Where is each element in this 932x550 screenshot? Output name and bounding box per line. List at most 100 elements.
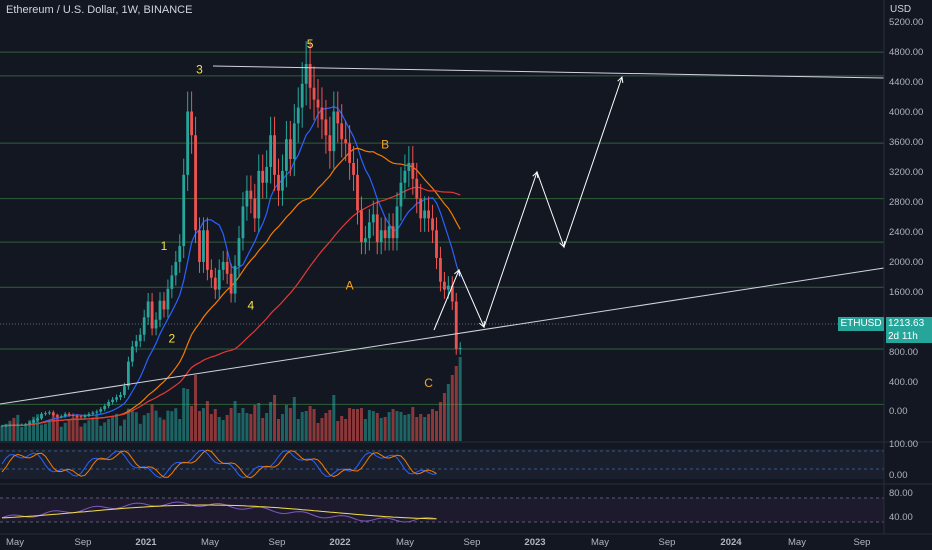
volume-bar: [47, 420, 51, 441]
candle-body: [55, 415, 59, 417]
candle-body: [71, 415, 75, 417]
volume-bar: [150, 404, 154, 441]
candle-body: [336, 111, 340, 124]
volume-bar: [340, 416, 344, 441]
lower-trendline: [0, 267, 885, 405]
stoch-tick-label: 0.00: [889, 470, 908, 481]
volume-bar: [442, 393, 446, 441]
candle-body: [59, 416, 63, 418]
time-axis[interactable]: May Sep 2021 May Sep 2022 May Sep 2023 May Sep 2024…: [6, 537, 870, 548]
wave-label-5: 5: [307, 37, 314, 51]
volume-bar: [359, 408, 363, 441]
candle-body: [0, 425, 4, 427]
candle-body: [142, 317, 146, 335]
candle-body: [111, 399, 114, 403]
candle-body: [296, 107, 300, 124]
candle-body: [320, 107, 324, 120]
candle-body: [91, 412, 95, 414]
time-tick-label: 2023: [524, 537, 545, 548]
volume-bar: [174, 408, 178, 441]
wave-label-b: B: [381, 138, 389, 152]
price-tick-label: 4400.00: [889, 77, 923, 88]
volume-bar: [352, 409, 356, 441]
price-axis[interactable]: 5200.004800.004400.004000.003600.003200.…: [0, 0, 932, 535]
candle-body: [375, 214, 379, 243]
candle-body: [415, 178, 419, 199]
volume-bar: [411, 407, 415, 441]
volume-bar: [415, 417, 419, 441]
candle-body: [170, 275, 174, 289]
candle-body: [229, 273, 233, 294]
volume-bar: [371, 411, 375, 441]
volume-bar: [12, 417, 16, 441]
projection-arrowhead: [454, 268, 460, 277]
volume-bar: [277, 419, 280, 441]
candle-body: [277, 174, 280, 191]
volume-bar: [399, 412, 403, 441]
volume-bar: [431, 409, 435, 441]
volume-bar: [103, 422, 107, 441]
candle-body: [194, 135, 197, 231]
moving-average-slow: [1, 186, 461, 427]
candle-body: [63, 413, 67, 417]
volume-bar: [162, 419, 166, 441]
rsi-oscillator-panel: [0, 497, 884, 523]
volume-bar: [383, 417, 387, 441]
volume-bar: [300, 412, 304, 441]
time-tick-label: May: [6, 537, 24, 548]
currency-label: USD: [890, 4, 912, 15]
volume-bar: [387, 412, 391, 441]
volume-bar: [43, 423, 47, 441]
candle-body: [324, 119, 328, 136]
wave-label-2: 2: [169, 332, 176, 346]
candle-body: [162, 300, 166, 310]
price-tick-label: 3600.00: [889, 137, 923, 148]
candle-body: [87, 413, 91, 416]
candle-body: [395, 206, 399, 239]
volume-bar: [296, 419, 300, 441]
price-tick-label: 0.00: [889, 406, 908, 417]
stoch-tick-label: 100.00: [889, 439, 918, 450]
candle-body: [443, 281, 446, 290]
volume-bar: [40, 424, 43, 441]
candle-body: [99, 409, 103, 412]
stoch-k-line: [1, 449, 437, 479]
volume-bar: [158, 417, 162, 441]
bar-countdown: 2d 11h: [888, 331, 918, 342]
volume-bar: [166, 410, 170, 441]
volume-bar: [407, 414, 411, 441]
volume-bar: [59, 426, 63, 441]
volume-bar: [182, 388, 186, 441]
price-tick-label: 5200.00: [889, 17, 923, 28]
candle-body: [285, 139, 288, 171]
candle-body: [450, 285, 454, 302]
volume-bar: [379, 418, 383, 441]
rsi-signal-line: [1, 504, 437, 520]
volume-bar: [83, 423, 87, 441]
volume-bar: [190, 406, 194, 441]
candle-body: [225, 261, 229, 274]
volume-bar: [146, 413, 150, 441]
volume-bar: [24, 423, 28, 441]
candle-body: [360, 210, 363, 243]
candle-body: [344, 139, 348, 144]
projection-line: [433, 76, 623, 331]
volume-bar: [391, 409, 395, 441]
volume-bar: [403, 415, 407, 441]
volume-bar: [95, 414, 99, 441]
volume-bar: [280, 414, 284, 441]
volume-bar: [233, 401, 237, 441]
candle-body: [48, 412, 51, 414]
volume-bar: [356, 409, 359, 441]
volume-bar: [328, 410, 332, 441]
candle-body: [356, 174, 359, 211]
volume-bar: [217, 417, 221, 441]
candle-body: [367, 222, 371, 239]
price-tick-label: 2000.00: [889, 257, 923, 268]
volume-bar: [450, 375, 454, 441]
candle-body: [95, 411, 99, 413]
volume-bar: [4, 423, 8, 441]
candle-body: [300, 83, 304, 108]
volume-bar: [324, 413, 328, 441]
